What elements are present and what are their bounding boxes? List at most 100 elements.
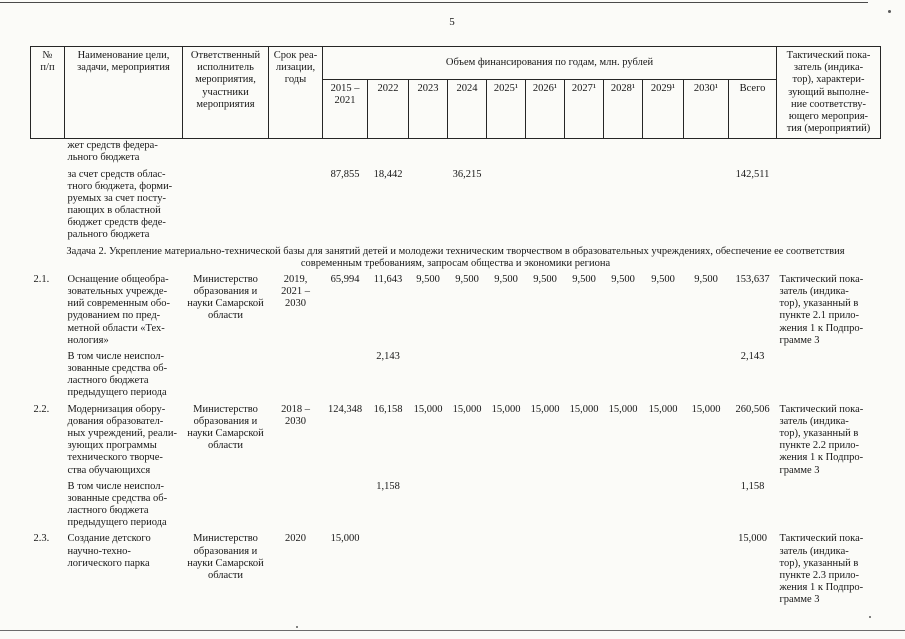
financing-table: № п/п Наименование цели, задачи, меропри…	[30, 45, 881, 610]
value-cell	[323, 139, 368, 168]
table-row-continuation-2: за счет средств облас- тного бюджета, фо…	[31, 168, 881, 245]
value-cell	[643, 168, 684, 245]
row-executor	[183, 480, 269, 533]
row-term	[269, 139, 323, 168]
row-executor: Министерство образования и науки Самарск…	[187, 403, 264, 452]
row-indicator	[777, 139, 881, 168]
task-heading: Задача 2. Укрепление материально-техниче…	[66, 245, 845, 269]
value-cell	[684, 168, 729, 245]
value-cell	[487, 350, 526, 403]
value-cell	[323, 350, 368, 403]
header-year-2024: 2024	[447, 78, 487, 140]
value-cell	[643, 480, 684, 533]
table-row-2-1-unused: В том числе неиспол- зованные средства о…	[31, 350, 881, 403]
row-executor	[183, 168, 269, 245]
value-cell	[409, 168, 448, 245]
value-cell: 36,215	[452, 168, 482, 180]
row-number	[31, 139, 65, 168]
page-top-rule	[0, 2, 868, 3]
header-col-executor: Ответственный исполнитель мероприятия, у…	[182, 45, 269, 140]
value-cell: 9,500	[533, 273, 557, 285]
value-cell	[526, 480, 565, 533]
value-cell: 9,500	[455, 273, 479, 285]
header-year-2027: 2027¹	[564, 78, 604, 140]
value-cell	[684, 139, 729, 168]
value-cell	[684, 350, 729, 403]
value-cell	[526, 532, 565, 609]
header-year-2025: 2025¹	[486, 78, 526, 140]
value-cell: 15,000	[648, 403, 678, 415]
value-cell	[487, 139, 526, 168]
value-cell	[526, 168, 565, 245]
value-cell: 15,000	[608, 403, 638, 415]
total-cell: 260,506	[735, 403, 770, 415]
total-cell: 15,000	[738, 533, 767, 545]
value-cell	[604, 480, 643, 533]
value-cell	[448, 532, 487, 609]
value-cell: 65,994	[330, 273, 360, 285]
row-term: 2020	[285, 533, 306, 545]
value-cell: 16,158	[373, 403, 403, 415]
row-term: 2018 – 2030	[281, 403, 310, 427]
header-col-term: Срок реа- лизации, годы	[268, 45, 323, 140]
row-name: жет средств федера- льного бюджета	[67, 140, 158, 164]
value-cell: 15,000	[530, 403, 560, 415]
total-cell: 1,158	[740, 480, 765, 492]
table-row-2-2: 2.2. Модернизация обору- дования образов…	[31, 403, 881, 480]
header-col-name: Наименование цели, задачи, мероприятия	[64, 45, 183, 140]
header-year-2022: 2022	[367, 78, 409, 140]
header-row-years: 2015 – 2021 2022 2023 2024 2025¹ 2026¹ 2…	[31, 78, 881, 140]
value-cell	[487, 168, 526, 245]
row-indicator: Тактический пока- затель (индика- тор), …	[779, 403, 864, 476]
row-number	[31, 480, 65, 533]
value-cell: 18,442	[373, 168, 403, 180]
row-name: Оснащение общеобра- зовательных учрежде-…	[67, 273, 170, 346]
header-year-2030: 2030¹	[683, 78, 729, 140]
value-cell	[368, 532, 409, 609]
page-bottom-rule	[0, 630, 905, 631]
value-cell: 9,500	[494, 273, 518, 285]
header-col-total: Всего	[728, 78, 777, 140]
value-cell: 9,500	[611, 273, 635, 285]
scan-speck	[888, 10, 891, 13]
row-name: Создание детского научно-техно- логическ…	[67, 533, 151, 569]
header-year-2029: 2029¹	[642, 78, 684, 140]
row-name: за счет средств облас- тного бюджета, фо…	[67, 168, 173, 241]
value-cell: 87,855	[330, 168, 360, 180]
value-cell	[643, 350, 684, 403]
header-year-2028: 2028¹	[603, 78, 643, 140]
value-cell	[565, 480, 604, 533]
value-cell: 9,500	[416, 273, 440, 285]
header-col-num: № п/п	[30, 45, 65, 140]
value-cell	[604, 168, 643, 245]
row-term	[269, 350, 323, 403]
row-indicator: Тактический пока- затель (индика- тор), …	[779, 273, 864, 346]
value-cell: 11,643	[373, 273, 403, 285]
row-term	[269, 480, 323, 533]
value-cell	[684, 532, 729, 609]
value-cell	[565, 532, 604, 609]
row-executor: Министерство образования и науки Самарск…	[187, 533, 264, 581]
value-cell	[565, 350, 604, 403]
table-row-2-3: 2.3. Создание детского научно-техно- лог…	[31, 532, 881, 609]
total-cell	[729, 139, 777, 168]
row-number: 2.3.	[33, 533, 50, 545]
row-term: 2019, 2021 – 2030	[281, 273, 310, 310]
total-cell: 2,143	[740, 350, 765, 362]
scan-speck	[296, 626, 298, 628]
value-cell	[368, 139, 409, 168]
value-cell	[448, 350, 487, 403]
row-number: 2.1.	[33, 273, 50, 285]
value-cell	[409, 532, 448, 609]
value-cell	[684, 480, 729, 533]
table-row-2-1: 2.1. Оснащение общеобра- зовательных учр…	[31, 273, 881, 350]
table-header: № п/п Наименование цели, задачи, меропри…	[30, 45, 881, 140]
value-cell: 1,158	[376, 480, 400, 492]
value-cell	[487, 532, 526, 609]
value-cell: 9,500	[651, 273, 675, 285]
table-body: жет средств федера- льного бюджета за сч…	[31, 139, 881, 610]
row-name: В том числе неиспол- зованные средства о…	[67, 480, 168, 529]
row-indicator	[777, 168, 881, 245]
value-cell	[526, 350, 565, 403]
value-cell: 9,500	[572, 273, 596, 285]
